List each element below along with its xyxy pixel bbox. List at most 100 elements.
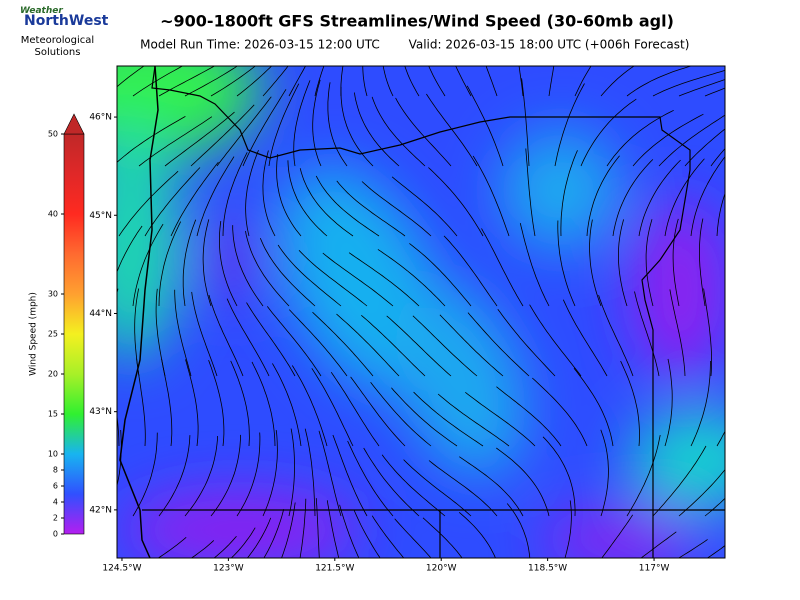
colorbar-tick-label: 0 <box>53 530 58 539</box>
colorbar-label: Wind Speed (mph) <box>29 292 39 376</box>
streamline <box>185 359 199 447</box>
streamline <box>669 289 686 377</box>
streamline <box>354 92 400 167</box>
streamline <box>311 368 354 447</box>
streamline <box>190 104 255 167</box>
streamline <box>363 447 420 517</box>
streamline <box>638 159 681 237</box>
colorbar-tick-label: 15 <box>48 410 58 419</box>
streamline <box>626 66 693 97</box>
streamline <box>542 436 576 517</box>
streamline <box>226 298 270 377</box>
streamline <box>132 223 164 307</box>
y-tick-label: 45°N <box>89 211 112 221</box>
streamline <box>191 291 218 377</box>
streamline <box>315 498 320 558</box>
streamline <box>210 434 241 517</box>
streamline <box>600 429 609 517</box>
colorbar-tick-label: 25 <box>48 330 58 339</box>
streamline <box>472 155 510 237</box>
streamline <box>161 358 173 447</box>
streamline <box>232 225 264 307</box>
streamline <box>347 440 394 517</box>
streamline <box>506 503 531 558</box>
streamline <box>117 116 186 163</box>
streamline <box>529 304 582 377</box>
streamline <box>266 306 322 377</box>
logo: Weather NorthWest Meteorological Solutio… <box>10 6 108 59</box>
streamline <box>525 148 536 237</box>
streamline <box>330 371 380 447</box>
streamline <box>312 311 374 377</box>
streamline <box>601 514 634 558</box>
streamline <box>612 159 654 237</box>
streamline <box>299 168 354 237</box>
streamline <box>606 109 674 167</box>
streamline <box>426 93 478 167</box>
streamline <box>413 391 484 447</box>
streamline <box>291 365 328 447</box>
streamline <box>574 66 592 97</box>
streamline <box>262 66 289 97</box>
streamline <box>196 156 235 237</box>
streamline <box>259 237 316 307</box>
streamline <box>391 176 458 237</box>
streamline <box>222 152 248 237</box>
streamline <box>230 360 250 447</box>
streamline <box>422 517 463 558</box>
streamline <box>208 294 244 377</box>
streamline <box>562 299 608 377</box>
streamline <box>332 434 368 517</box>
streamline <box>170 161 219 237</box>
streamline <box>634 291 660 377</box>
streamline <box>117 412 120 447</box>
streamline <box>455 66 472 97</box>
colorbar-tick-label: 2 <box>53 514 58 523</box>
streamline <box>158 435 191 517</box>
colorbar-tick-label: 40 <box>48 210 58 219</box>
streamline <box>428 66 446 97</box>
streamline <box>626 435 661 517</box>
streamline <box>690 361 711 447</box>
streamline <box>716 192 725 237</box>
streamline <box>735 288 740 376</box>
streamline <box>288 66 307 97</box>
streamline <box>184 435 218 517</box>
streamline <box>370 382 432 447</box>
streamline <box>246 517 272 558</box>
streamline <box>704 87 725 97</box>
streamline <box>573 368 614 447</box>
streamline <box>262 430 278 517</box>
streamline <box>658 114 725 167</box>
streamline <box>704 497 725 517</box>
valid-time: Valid: 2026-03-15 18:00 UTC (+006h Forec… <box>409 38 690 52</box>
streamline <box>219 221 238 307</box>
y-tick-label: 43°N <box>89 407 112 417</box>
streamline <box>326 500 340 558</box>
streamline <box>174 289 192 377</box>
streamline <box>386 315 452 377</box>
colorbar-extend <box>63 113 85 135</box>
map-frame <box>116 65 726 559</box>
y-tick-label: 42°N <box>89 505 112 515</box>
streamline <box>164 111 235 167</box>
y-tick-label: 44°N <box>89 309 112 319</box>
streamline <box>404 66 420 97</box>
colorbar-tick-label: 4 <box>53 498 58 507</box>
streamline <box>340 66 344 97</box>
streamline <box>672 218 680 307</box>
streamline <box>236 66 273 97</box>
streamline <box>184 66 239 97</box>
streamline <box>409 243 472 307</box>
streamline <box>158 66 216 97</box>
streamline <box>251 361 276 447</box>
streamline <box>617 219 628 307</box>
streamline <box>362 66 368 97</box>
streamline <box>371 515 405 558</box>
streamline <box>353 510 381 558</box>
streamline <box>242 89 287 167</box>
streamline <box>245 230 290 307</box>
streamline <box>706 545 725 558</box>
streamline <box>737 516 789 586</box>
streamline <box>716 430 725 447</box>
